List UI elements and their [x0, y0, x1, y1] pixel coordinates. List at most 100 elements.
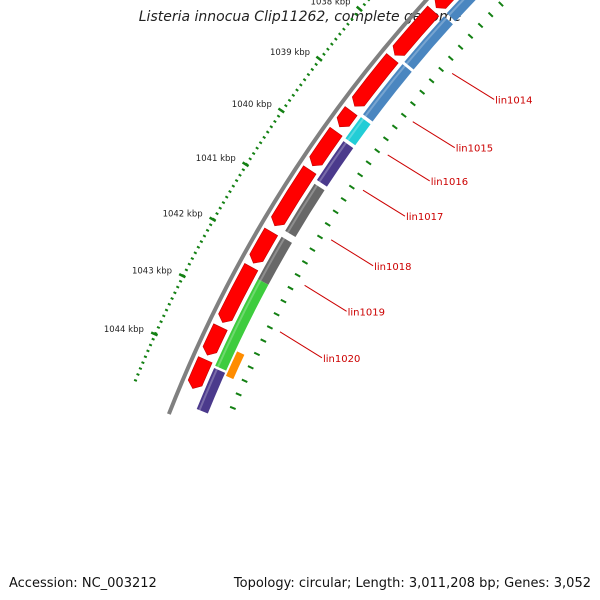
gene-label: lin1015 [456, 144, 493, 155]
inner-tick [365, 160, 372, 166]
inner-tick [332, 209, 339, 215]
accession-info: Accession: NC_003212 [9, 576, 157, 591]
ruler-major-tick [315, 55, 323, 62]
inner-tick [253, 351, 261, 357]
outer-tick [143, 355, 148, 359]
gene-feature-3 [345, 117, 371, 146]
outer-tick [156, 325, 161, 330]
gene-highlight-4 [318, 142, 347, 183]
outer-tick [251, 151, 256, 156]
gene-highlight-0 [448, 0, 465, 17]
inner-tick [340, 196, 347, 202]
inner-tick [447, 55, 454, 61]
outer-tick [138, 367, 143, 371]
inner-tick [301, 259, 309, 265]
inner-tick [280, 298, 287, 304]
inner-tick [229, 405, 237, 411]
gene-highlight-6 [259, 237, 286, 281]
outer-tick [367, 0, 371, 2]
outer-tick [167, 302, 172, 306]
outer-tick [262, 135, 266, 140]
forward-feature-1 [392, 5, 440, 56]
outer-tick [178, 279, 183, 283]
gene-highlight-2 [364, 65, 406, 117]
outer-tick [175, 285, 180, 289]
ruler-major-tick [277, 107, 285, 114]
outer-tick [310, 67, 315, 72]
ruler-label: 1042 kbp [163, 210, 203, 220]
inner-tick [309, 247, 316, 252]
forward-feature-2 [351, 53, 399, 107]
outer-tick [215, 212, 219, 216]
gene-feature-2 [363, 64, 412, 122]
inner-tick [487, 11, 494, 18]
outer-tick [265, 130, 270, 134]
outer-tick [190, 256, 195, 261]
inner-tick [266, 325, 274, 330]
outer-tick [164, 308, 169, 312]
outer-tick [136, 372, 140, 376]
gene-label-line [279, 331, 323, 359]
gene-labels: lin1014 lin1015 lin1016 lin1017 lin1018 lin10… [279, 73, 532, 365]
inner-tick [241, 378, 248, 383]
forward-feature-4 [309, 126, 343, 167]
lower-feature-0 [225, 351, 245, 380]
outer-tick [255, 146, 259, 150]
outer-tick [228, 189, 232, 194]
outer-tick [326, 47, 330, 51]
outer-tick [258, 141, 263, 145]
inner-tick [273, 311, 280, 317]
inner-tick [348, 184, 355, 190]
gene-label-line [412, 121, 456, 149]
forward-feature-7 [218, 263, 259, 323]
ruler-label: 1039 kbp [270, 48, 310, 58]
forward-feature-8 [202, 323, 228, 356]
gene-highlight-3 [347, 118, 365, 141]
outer-tick [330, 42, 334, 46]
outer-tick [346, 22, 350, 26]
inner-tick [235, 392, 242, 397]
gene-label: lin1019 [348, 307, 385, 318]
inner-tick [409, 101, 416, 107]
inner-tick [382, 136, 389, 142]
backbone-line [167, 0, 430, 415]
ruler-major-tick [208, 216, 217, 223]
outer-tick [295, 88, 299, 92]
outer-tick [302, 78, 307, 82]
outer-tick [354, 12, 358, 17]
outer-tick [362, 2, 367, 7]
outer-tick [284, 104, 288, 108]
outer-tick [199, 240, 204, 244]
ruler-label: 1044 kbp [104, 325, 144, 335]
ruler-major-tick [150, 331, 159, 337]
outer-tick [184, 268, 189, 272]
forward-feature-0 [434, 0, 455, 9]
forward-feature-5 [271, 165, 317, 227]
inner-tick [498, 1, 504, 7]
outer-tick [146, 349, 150, 353]
ruler-major-tick [355, 5, 363, 13]
gene-feature-7 [215, 279, 269, 371]
inner-tick [324, 221, 331, 227]
outer-tick [133, 378, 138, 382]
gene-feature-4 [316, 141, 354, 187]
outer-tick [161, 314, 166, 318]
gene-label-line [304, 284, 347, 312]
outer-tick [173, 291, 177, 295]
outer-tick [299, 83, 303, 87]
outer-tick [187, 262, 192, 266]
outer-tick [306, 72, 311, 77]
ruler-major-tick [178, 273, 186, 279]
accession-label: Accession: [9, 576, 78, 591]
gene-highlight-8 [198, 368, 218, 411]
lower-features [225, 351, 245, 380]
gene-label-line [451, 73, 495, 100]
forward-feature-6 [249, 227, 279, 264]
outer-tick [238, 173, 242, 177]
topology-info: Topology: circular; Length: 3,011,208 bp… [233, 576, 591, 591]
outer-tick [273, 119, 277, 124]
gene-label-line [387, 154, 430, 182]
ruler-label: 1038 kbp [311, 0, 351, 7]
outer-tick [202, 234, 207, 238]
inner-tick [294, 272, 301, 278]
